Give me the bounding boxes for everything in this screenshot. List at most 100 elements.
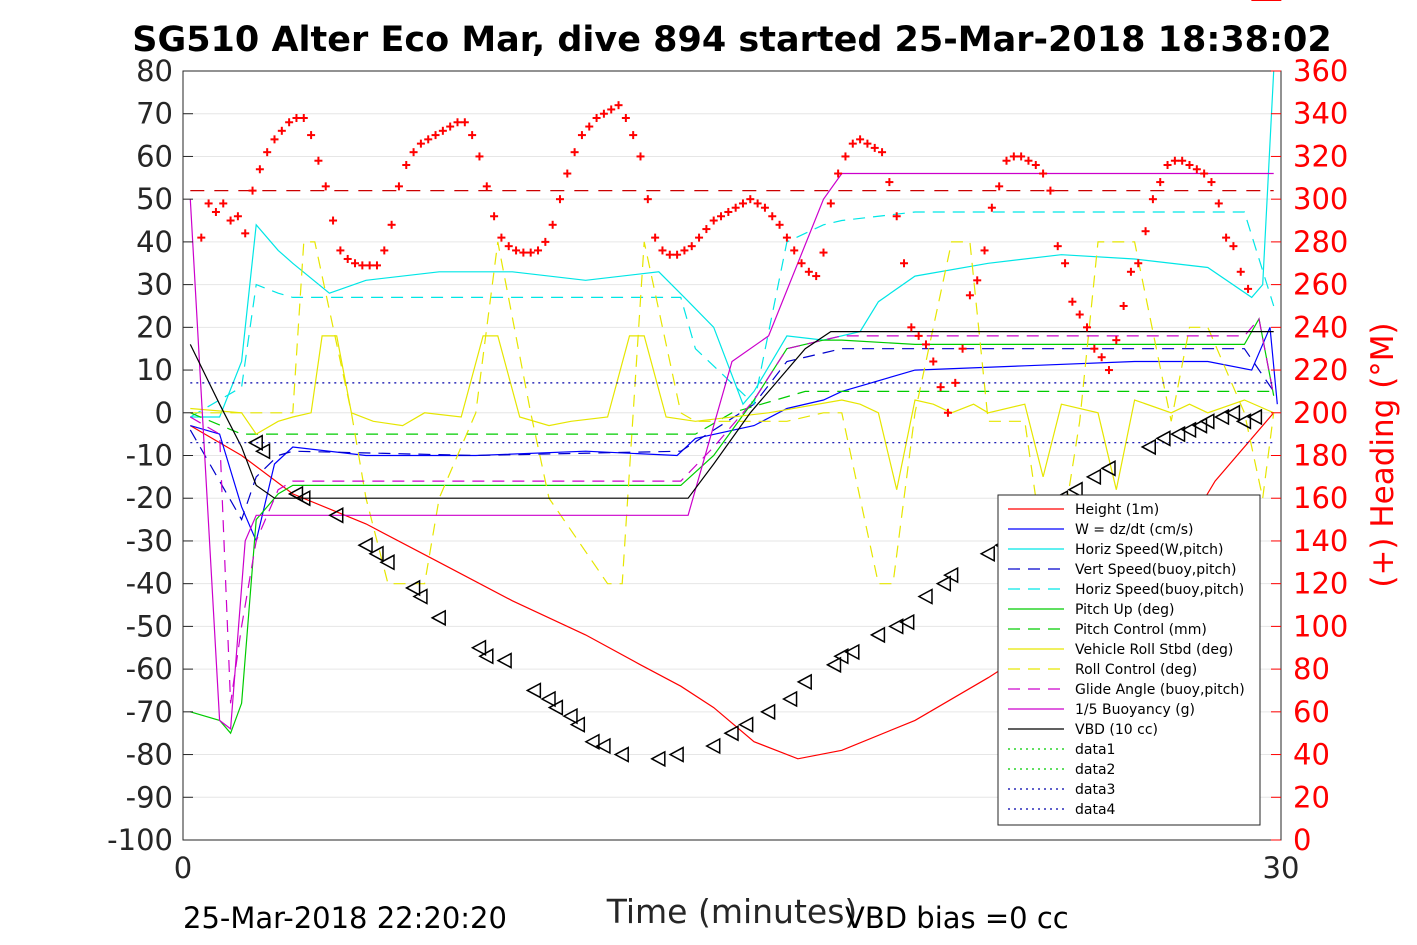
heading-point <box>204 199 213 208</box>
legend-label: Roll Control (deg) <box>1075 662 1197 678</box>
heading-point <box>965 291 974 300</box>
heading-point <box>834 169 843 178</box>
right-tick-label: 40 <box>1293 738 1330 772</box>
series-line-11 <box>189 331 1274 499</box>
heading-point <box>607 105 616 114</box>
heading-point <box>475 152 484 161</box>
x-axis-label: Time (minutes) <box>606 892 858 931</box>
heading-point <box>658 246 667 255</box>
right-tick-label: 60 <box>1293 695 1330 729</box>
heading-point <box>1141 227 1150 236</box>
triangle-marker <box>888 618 904 635</box>
heading-point <box>958 344 967 353</box>
right-tick-label: 300 <box>1293 182 1348 216</box>
triangle-marker <box>569 716 586 733</box>
heading-point <box>885 178 894 187</box>
triangle-marker <box>525 682 542 699</box>
heading-point <box>768 212 777 221</box>
heading-point <box>1039 169 1048 178</box>
triangle-marker <box>650 750 666 768</box>
heading-point <box>848 139 857 148</box>
triangle-marker <box>368 545 384 563</box>
triangle-marker <box>1140 438 1156 456</box>
heading-point <box>1178 156 1187 165</box>
legend: Height (1m) W = dz/dt (cm/s) Horiz Speed(W… <box>997 494 1261 826</box>
legend-label: Glide Angle (buoy,pitch) <box>1075 682 1245 698</box>
triangle-marker <box>1067 481 1083 498</box>
heading-point <box>1148 195 1157 204</box>
heading-point <box>1126 267 1135 276</box>
heading-point <box>980 246 989 255</box>
y-tick-label: 50 <box>136 182 173 216</box>
heading-point <box>1244 284 1253 293</box>
heading-point <box>782 233 791 242</box>
heading-point <box>856 135 865 144</box>
triangle-marker <box>1100 460 1116 477</box>
triangle-marker <box>844 643 860 661</box>
legend-label: VBD (10 cc) <box>1075 722 1158 738</box>
legend-label: Horiz Speed(W,pitch) <box>1075 542 1223 558</box>
triangle-marker <box>796 673 812 691</box>
heading-point <box>804 267 813 276</box>
heading-point <box>1192 165 1201 174</box>
heading-point <box>416 139 425 148</box>
heading-point <box>1185 160 1194 169</box>
triangle-marker <box>1213 408 1230 426</box>
heading-point <box>534 246 543 255</box>
heading-point <box>1236 267 1245 276</box>
heading-point <box>197 233 206 242</box>
heading-point <box>665 250 674 259</box>
heading-point <box>1068 297 1077 306</box>
triangle-marker <box>723 724 739 742</box>
right-tick-label: 200 <box>1293 396 1348 430</box>
heading-point <box>1170 156 1179 165</box>
y-tick-label: 70 <box>136 97 173 131</box>
heading-point <box>819 248 828 257</box>
right-tick-label: 260 <box>1293 268 1348 302</box>
heading-point <box>1090 344 1099 353</box>
right-tick-label: 220 <box>1293 353 1348 387</box>
y-tick-label: -70 <box>126 695 173 729</box>
heading-point <box>307 131 316 140</box>
heading-point <box>870 143 879 152</box>
heading-point <box>219 199 228 208</box>
heading-point <box>878 148 887 157</box>
heading-point <box>1104 366 1113 375</box>
heading-point <box>643 195 652 204</box>
heading-point <box>1024 156 1033 165</box>
legend-label: data4 <box>1075 802 1116 818</box>
heading-point <box>746 195 755 204</box>
right-tick-label: 120 <box>1293 567 1348 601</box>
x-tick-label: 30 <box>1263 851 1300 885</box>
heading-point <box>336 246 345 255</box>
heading-point <box>460 118 469 127</box>
y-tick-label: -80 <box>126 738 173 772</box>
heading-point <box>1156 178 1165 187</box>
triangle-marker <box>1085 468 1102 486</box>
y-tick-label: -90 <box>126 780 173 814</box>
triangle-marker <box>254 442 271 460</box>
heading-point <box>651 233 660 242</box>
y-tick-label: 80 <box>136 54 173 88</box>
triangle-marker <box>899 613 915 631</box>
triangle-marker <box>935 575 952 592</box>
heading-point <box>1017 152 1026 161</box>
heading-point <box>394 182 403 191</box>
right-tick-label: 180 <box>1293 439 1348 473</box>
triangle-marker <box>979 545 995 563</box>
legend-label: Vert Speed(buoy,pitch) <box>1075 562 1237 578</box>
y-tick-label: 40 <box>136 225 173 259</box>
heading-point <box>1031 160 1040 169</box>
right-tick-label: 80 <box>1293 652 1330 686</box>
heading-point <box>380 246 389 255</box>
heading-point <box>255 165 264 174</box>
heading-point <box>929 357 938 366</box>
heading-point <box>687 242 696 251</box>
heading-point <box>365 261 374 270</box>
heading-point <box>292 113 301 122</box>
triangle-marker <box>1169 425 1186 443</box>
series-line-7 <box>190 335 1274 490</box>
heading-point <box>329 216 338 225</box>
triangle-marker <box>917 588 933 605</box>
heading-point <box>709 216 718 225</box>
